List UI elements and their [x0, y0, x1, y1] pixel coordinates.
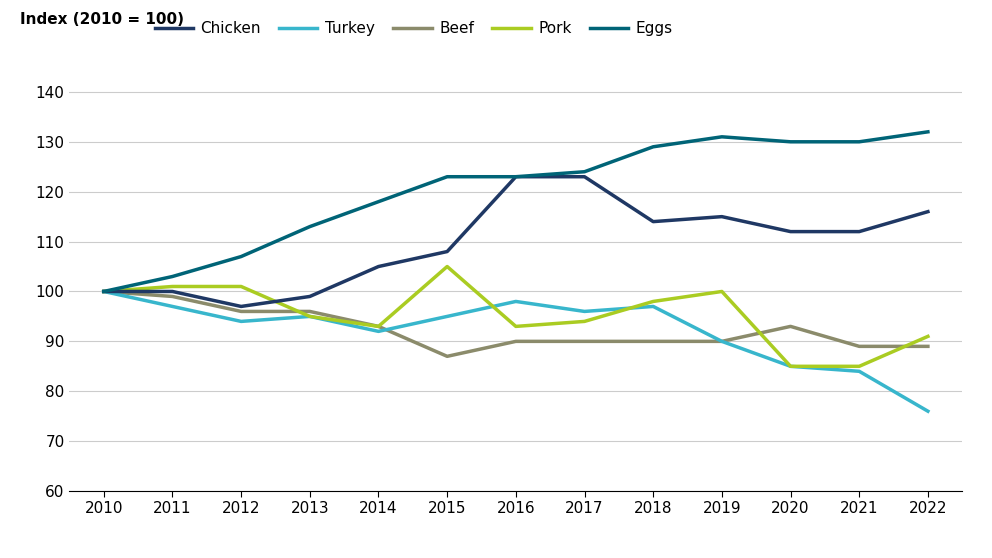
Line: Pork: Pork	[104, 267, 928, 366]
Beef	[510, 338, 522, 345]
Eggs	[373, 198, 385, 205]
Legend: Chicken, Turkey, Beef, Pork, Eggs: Chicken, Turkey, Beef, Pork, Eggs	[149, 15, 679, 42]
Pork	[785, 363, 797, 369]
Beef	[167, 293, 179, 300]
Turkey	[235, 318, 247, 325]
Chicken	[578, 174, 590, 180]
Chicken	[853, 228, 865, 235]
Eggs	[235, 253, 247, 260]
Eggs	[98, 288, 110, 295]
Turkey	[510, 298, 522, 305]
Beef	[853, 343, 865, 350]
Eggs	[578, 169, 590, 175]
Line: Chicken: Chicken	[104, 177, 928, 306]
Beef	[98, 288, 110, 295]
Pork	[853, 363, 865, 369]
Beef	[373, 323, 385, 330]
Chicken	[304, 293, 315, 300]
Turkey	[785, 363, 797, 369]
Turkey	[373, 328, 385, 335]
Line: Turkey: Turkey	[104, 291, 928, 411]
Beef	[922, 343, 933, 350]
Turkey	[716, 338, 728, 345]
Eggs	[647, 143, 659, 150]
Chicken	[167, 288, 179, 295]
Turkey	[922, 408, 933, 415]
Beef	[716, 338, 728, 345]
Pork	[578, 318, 590, 325]
Chicken	[98, 288, 110, 295]
Beef	[578, 338, 590, 345]
Chicken	[441, 248, 453, 255]
Eggs	[167, 273, 179, 280]
Turkey	[304, 313, 315, 320]
Chicken	[373, 263, 385, 270]
Eggs	[922, 128, 933, 135]
Chicken	[716, 213, 728, 220]
Pork	[98, 288, 110, 295]
Pork	[167, 283, 179, 290]
Turkey	[853, 368, 865, 374]
Pork	[441, 263, 453, 270]
Turkey	[167, 303, 179, 310]
Pork	[510, 323, 522, 330]
Chicken	[510, 174, 522, 180]
Beef	[441, 353, 453, 360]
Eggs	[304, 223, 315, 230]
Pork	[647, 298, 659, 305]
Beef	[235, 308, 247, 315]
Chicken	[647, 218, 659, 225]
Turkey	[647, 303, 659, 310]
Pork	[716, 288, 728, 295]
Turkey	[98, 288, 110, 295]
Line: Beef: Beef	[104, 291, 928, 357]
Pork	[235, 283, 247, 290]
Eggs	[853, 138, 865, 145]
Eggs	[510, 174, 522, 180]
Beef	[647, 338, 659, 345]
Eggs	[441, 174, 453, 180]
Chicken	[785, 228, 797, 235]
Pork	[373, 323, 385, 330]
Turkey	[578, 308, 590, 315]
Pork	[922, 333, 933, 340]
Eggs	[716, 133, 728, 140]
Chicken	[922, 208, 933, 215]
Chicken	[235, 303, 247, 310]
Beef	[304, 308, 315, 315]
Pork	[304, 313, 315, 320]
Beef	[785, 323, 797, 330]
Line: Eggs: Eggs	[104, 132, 928, 291]
Text: Index (2010 = 100): Index (2010 = 100)	[21, 12, 185, 27]
Turkey	[441, 313, 453, 320]
Eggs	[785, 138, 797, 145]
